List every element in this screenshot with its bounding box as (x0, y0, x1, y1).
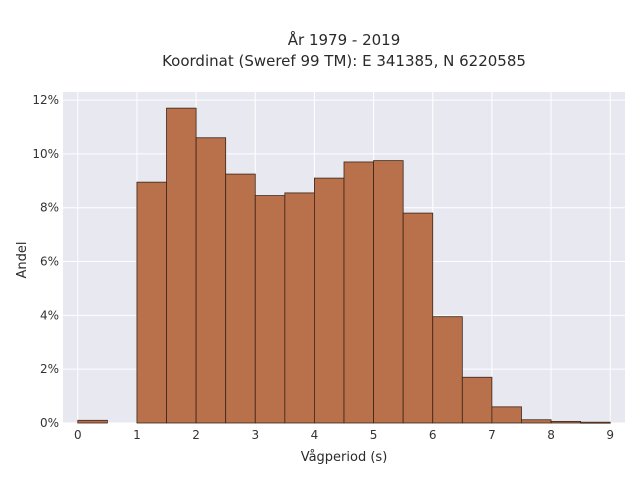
histogram-bar (77, 419, 108, 424)
x-axis-label: Vågperiod (s) (301, 450, 388, 465)
histogram-bar (580, 421, 611, 424)
y-tick-label: 10% (32, 147, 59, 161)
y-axis-label: Andel (15, 242, 30, 279)
histogram-bar (314, 177, 345, 424)
histogram-bar (284, 192, 315, 424)
y-tick-label: 8% (40, 201, 59, 215)
x-tick-label: 2 (192, 428, 200, 442)
y-tick-label: 4% (40, 308, 59, 322)
x-tick-label: 5 (370, 428, 378, 442)
x-tick-label: 8 (547, 428, 555, 442)
x-tick-label: 4 (311, 428, 319, 442)
histogram-bar (521, 419, 552, 424)
histogram-bar (461, 376, 493, 424)
bar-group (77, 107, 611, 424)
chart-title-line2: Koordinat (Sweref 99 TM): E 341385, N 62… (162, 52, 526, 70)
histogram-bar (225, 173, 256, 424)
histogram-bar (402, 212, 434, 424)
x-tick-label: 7 (488, 428, 496, 442)
histogram-bar (136, 181, 167, 424)
y-tick-label: 12% (32, 93, 59, 107)
histogram-bar (343, 161, 374, 424)
histogram-bar (166, 107, 197, 424)
y-tick-label: 6% (40, 255, 59, 269)
histogram-bar (550, 420, 582, 424)
y-tick-label: 2% (40, 362, 59, 376)
histogram-bar (254, 195, 286, 424)
x-tick-label: 9 (606, 428, 614, 442)
x-tick-label: 3 (251, 428, 259, 442)
x-tick-label: 0 (74, 428, 82, 442)
histogram-bar (195, 137, 227, 424)
x-tick-label: 6 (429, 428, 437, 442)
y-tick-label: 0% (40, 416, 59, 430)
x-tick-label: 1 (133, 428, 141, 442)
histogram-bar (432, 316, 463, 424)
chart-title-line1: År 1979 - 2019 (288, 30, 401, 49)
tick-labels: 0 1 2 3 4 5 6 7 8 9 0% 2% 4% 6% 8% 10% 12% (32, 93, 614, 442)
histogram-bar (491, 406, 522, 424)
histogram-bar (373, 160, 404, 424)
